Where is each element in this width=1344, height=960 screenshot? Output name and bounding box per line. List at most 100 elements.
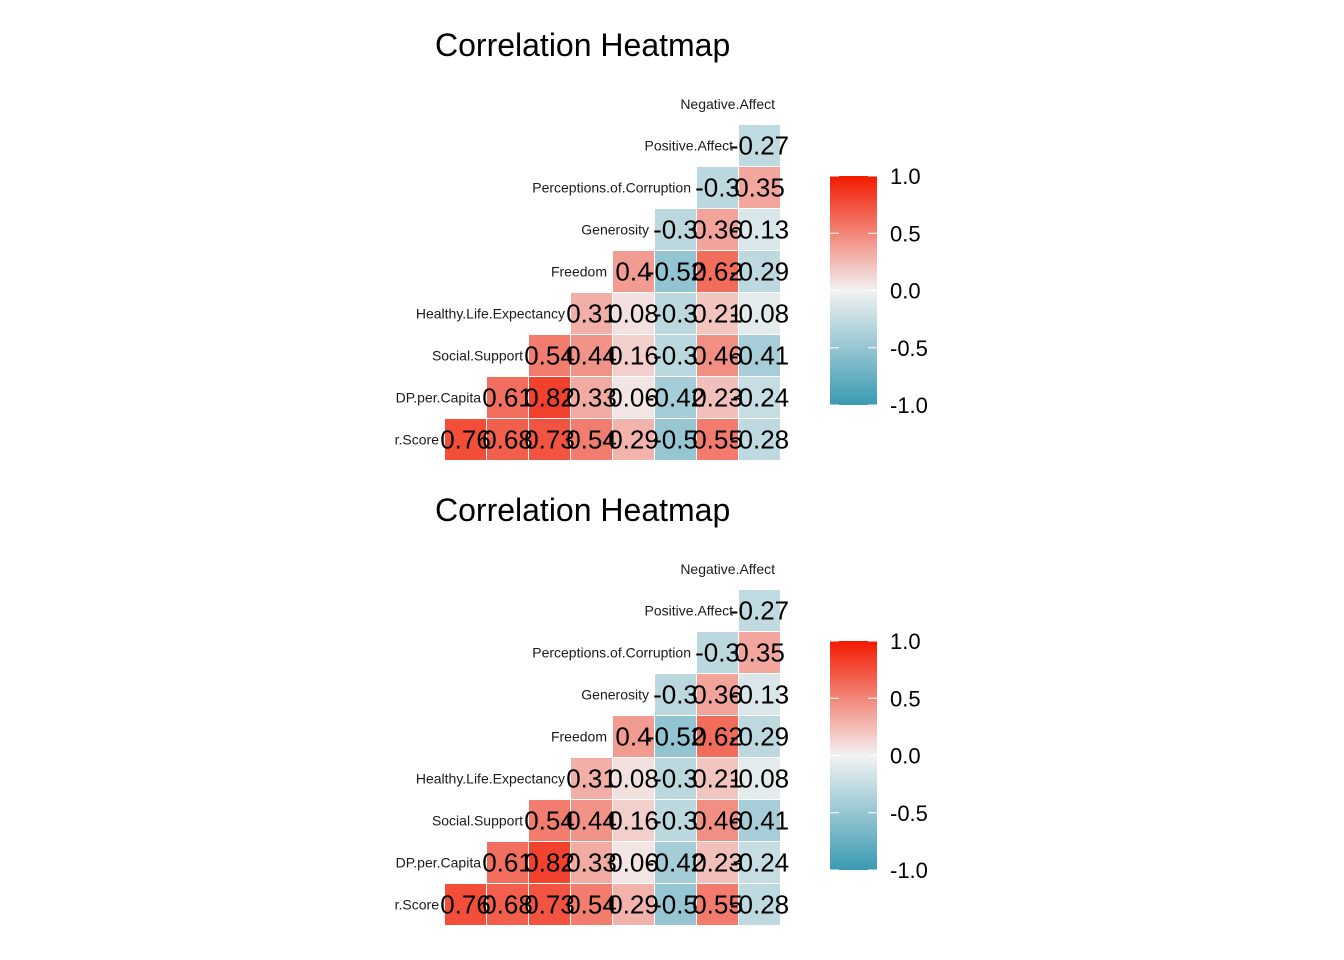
heatmap-cell [571, 335, 612, 376]
cell-value-label: -0.29 [730, 722, 789, 752]
cell-value-label: 0.76 [440, 890, 491, 920]
cell-value-label: -0.5 [653, 425, 698, 455]
heatmap-cell [739, 800, 780, 841]
row-label: Healthy.Life.Expectancy [416, 306, 565, 322]
chart-title: Correlation Heatmap [435, 492, 730, 528]
heatmap-cell [571, 758, 612, 799]
cell-value-label: 0.68 [482, 425, 533, 455]
heatmap-cell [697, 632, 738, 673]
cell-value-label: -0.08 [730, 299, 789, 329]
cell-value-label: 0.46 [692, 341, 743, 371]
cell-value-label: 0.16 [608, 806, 659, 836]
cell-value-label: -0.27 [730, 131, 789, 161]
cell-value-label: -0.3 [653, 680, 698, 710]
cell-value-label: -0.3 [653, 299, 698, 329]
heatmap-cell [697, 884, 738, 925]
legend-tick-label: -0.5 [890, 801, 928, 826]
heatmap-panel-top: Correlation Heatmap 0.76 0.68 0.73 0.54 0.29… [0, 0, 1344, 465]
heatmap-cell [697, 842, 738, 883]
cell-value-label: 0.76 [440, 425, 491, 455]
cell-value-label: 0.55 [692, 890, 743, 920]
heatmap-cell [613, 293, 654, 334]
heatmap-cell [739, 419, 780, 460]
cell-value-label: 0.4 [615, 722, 651, 752]
cell-value-label: -0.28 [730, 890, 789, 920]
color-legend: 1.0 0.5 0.0 -0.5 -1.0 [830, 164, 928, 418]
heatmap-cell [739, 884, 780, 925]
legend-tick-label: -1.0 [890, 393, 928, 418]
color-legend: 1.0 0.5 0.0 -0.5 -1.0 [830, 629, 928, 883]
cell-value-label: 0.35 [734, 173, 785, 203]
heatmap-cell [613, 251, 654, 292]
heatmap-cell [487, 884, 528, 925]
cell-value-label: 0.44 [566, 806, 617, 836]
row-label: Generosity [581, 222, 649, 238]
heatmap-cell [739, 167, 780, 208]
cell-value-label: 0.54 [566, 425, 617, 455]
heatmap-cell [739, 377, 780, 418]
heatmap-cell [697, 716, 738, 757]
heatmap-cell [697, 674, 738, 715]
cell-value-label: 0.21 [692, 764, 743, 794]
top-variable-label: Negative.Affect [680, 561, 775, 577]
row-label: Generosity [581, 687, 649, 703]
cell-value-label: -0.13 [730, 680, 789, 710]
heatmap-cell [655, 419, 696, 460]
heatmap-cell [697, 209, 738, 250]
cell-value-label: -0.5 [653, 890, 698, 920]
heatmap-cell [697, 419, 738, 460]
cell-value-label: -0.42 [646, 848, 705, 878]
heatmap-cell [655, 251, 696, 292]
heatmap-cell [529, 419, 570, 460]
cell-value-label: 0.54 [524, 341, 575, 371]
legend-tick-label: 0.5 [890, 221, 921, 246]
heatmap-cell [739, 716, 780, 757]
heatmap-cell [739, 293, 780, 334]
cell-value-label: -0.13 [730, 215, 789, 245]
heatmap-cell [739, 674, 780, 715]
cell-value-label: 0.62 [692, 257, 743, 287]
cell-value-label: -0.24 [730, 848, 789, 878]
heatmap-cell [655, 884, 696, 925]
chart-title: Correlation Heatmap [435, 27, 730, 63]
heatmap-cell [613, 335, 654, 376]
heatmap-cell [655, 758, 696, 799]
heatmap-cell [697, 167, 738, 208]
row-label: Ladder.Score [356, 432, 439, 448]
heatmap-panel-bottom: Correlation Heatmap 0.76 0.68 0.73 0.54 0.29… [0, 465, 1344, 930]
heatmap-cell [739, 125, 780, 166]
heatmap-cell [487, 419, 528, 460]
heatmap-cell [529, 842, 570, 883]
heatmap-cell [445, 884, 486, 925]
legend-tick-label: 0.0 [890, 744, 921, 769]
heatmap-cell [487, 842, 528, 883]
cell-value-label: 0.29 [608, 890, 659, 920]
heatmap-cell [613, 884, 654, 925]
cell-value-label: 0.29 [608, 425, 659, 455]
heatmap-cell [571, 884, 612, 925]
heatmap-cell [445, 419, 486, 460]
heatmap-cell [529, 335, 570, 376]
cell-value-label: 0.54 [566, 890, 617, 920]
heatmap-cell [571, 800, 612, 841]
top-variable-label: Negative.Affect [680, 96, 775, 112]
cell-value-label: 0.55 [692, 425, 743, 455]
heatmap-cell [613, 377, 654, 418]
heatmap-cell [571, 293, 612, 334]
heatmap-cell [571, 842, 612, 883]
heatmap-cell [529, 377, 570, 418]
heatmap-cell [613, 758, 654, 799]
cell-value-label: 0.16 [608, 341, 659, 371]
heatmap-cell [571, 377, 612, 418]
heatmap-cell [655, 293, 696, 334]
cell-value-label: 0.35 [734, 638, 785, 668]
cell-value-label: 0.08 [608, 764, 659, 794]
cell-value-label: 0.44 [566, 341, 617, 371]
heatmap-cell [697, 758, 738, 799]
row-label: Freedom [551, 729, 607, 745]
cell-value-label: -0.3 [653, 341, 698, 371]
cell-value-label: -0.3 [653, 764, 698, 794]
cell-value-label: -0.52 [646, 257, 705, 287]
cell-value-label: 0.54 [524, 806, 575, 836]
cell-value-label: 0.36 [692, 680, 743, 710]
